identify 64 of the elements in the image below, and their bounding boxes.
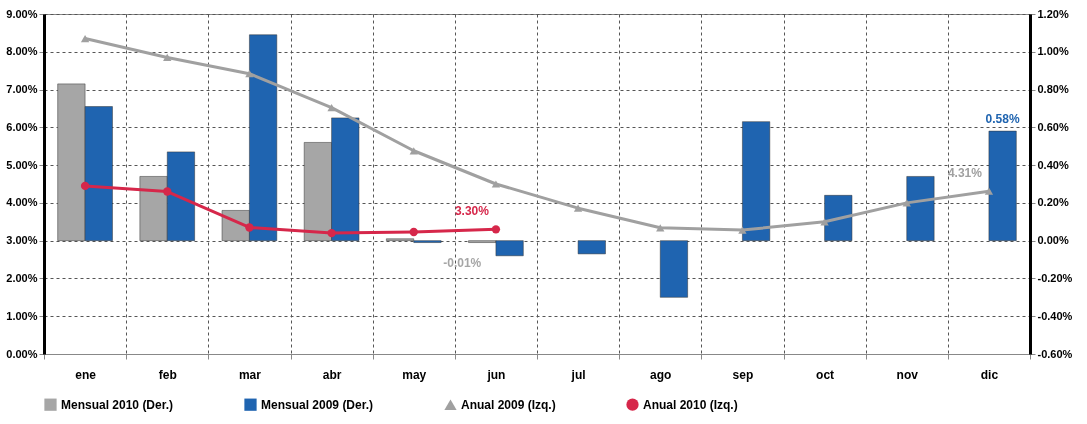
y2-tick-label: 1.20% [1037,7,1069,20]
data-label: 4.31% [947,166,983,181]
point [327,228,336,238]
point [245,70,254,78]
point [820,218,829,226]
y-tick-label: 8.00% [6,45,38,58]
point [738,226,747,234]
y-tick-label: 6.00% [6,120,38,133]
x-tick-label: nov [896,367,919,382]
y-tick-label: 5.00% [6,158,38,171]
x-tick-label: abr [322,367,342,382]
bar [906,176,935,241]
x-tick-label: dic [980,367,999,382]
x-tick-label: ago [650,367,672,382]
point [245,223,254,232]
legend-label: Anual 2010 (Izq.) [643,397,738,412]
point [656,224,665,232]
point [491,225,501,234]
data-label: 0.58% [985,112,1020,127]
x-tick-label: oct [816,367,835,382]
x-tick-label: jun [486,367,506,382]
y-tick-label: 7.00% [6,83,38,96]
data-label: 3.30% [454,204,490,219]
y2-tick-label: -0.40% [1037,309,1073,322]
x-tick-label: sep [732,367,754,382]
point [409,147,418,155]
point [80,181,90,191]
y2-tick-label: 0.00% [1037,234,1069,247]
point [491,180,501,188]
y2-tick-label: 0.80% [1037,83,1069,96]
bar [660,240,688,298]
y2-tick-label: 0.60% [1037,120,1069,133]
point [984,187,994,195]
legend-label: Anual 2009 (Izq.) [461,397,556,412]
point [902,199,911,207]
bar [577,240,606,255]
data-label: -0.01% [443,255,482,270]
y2-tick-label: 1.00% [1037,45,1069,58]
point [327,104,336,112]
y-tick-label: 1.00% [6,309,38,322]
point [163,53,172,62]
point [80,34,90,43]
y-tick-label: 2.00% [6,271,38,284]
bar [988,130,1017,241]
y2-tick-label: 0.40% [1037,158,1069,171]
y-tick-label: 9.00% [6,7,38,20]
legend-label: Mensual 2010 (Der.) [61,397,174,412]
y2-tick-label: -0.60% [1037,347,1073,360]
x-tick-label: may [402,367,427,382]
x-tick-label: jul [570,367,586,382]
y-tick-label: 0.00% [6,347,38,360]
x-tick-label: mar [238,367,262,382]
x-tick-label: ene [75,367,97,382]
legend-label: Mensual 2009 (Der.) [261,397,374,412]
x-tick-label: feb [158,367,177,382]
y2-tick-label: -0.20% [1037,271,1073,284]
bar [742,121,771,241]
y-tick-label: 3.00% [6,234,38,247]
point [573,204,583,212]
point [163,187,172,196]
point [409,227,418,237]
y2-tick-label: 0.20% [1037,196,1069,209]
y-tick-label: 4.00% [6,196,38,209]
bar [824,195,853,241]
